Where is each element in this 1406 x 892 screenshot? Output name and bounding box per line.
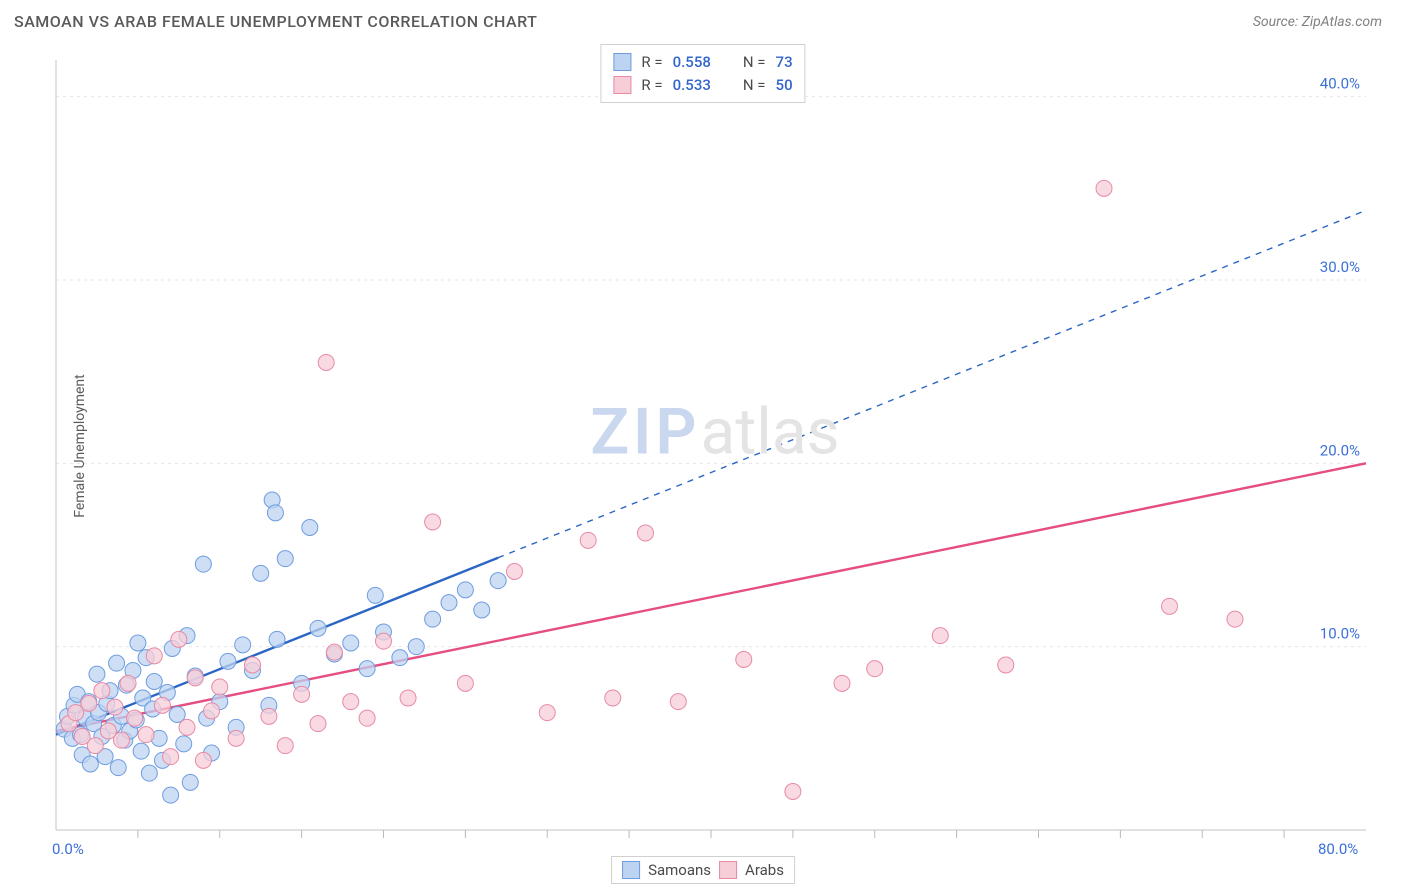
legend-label: Samoans — [648, 861, 711, 879]
legend-item: Arabs — [719, 861, 784, 879]
svg-text:10.0%: 10.0% — [1320, 625, 1360, 643]
swatch-samoans — [613, 53, 631, 71]
correlation-legend: R = 0.558 N = 73 R = 0.533 N = 50 — [600, 44, 805, 103]
svg-text:30.0%: 30.0% — [1320, 258, 1360, 276]
series-legend: Samoans Arabs — [611, 856, 795, 884]
chart-area: 10.0%20.0%30.0%40.0% ZIPatlas — [48, 44, 1382, 852]
x-axis-origin-label: 0.0% — [52, 840, 84, 858]
scatter-chart: 10.0% 20.0% 30.0% 40.0% — [48, 44, 1382, 852]
legend-item: Samoans — [622, 861, 711, 879]
svg-text:20.0%: 20.0% — [1320, 441, 1360, 459]
legend-label: Arabs — [745, 861, 784, 879]
source-label: Source: ZipAtlas.com — [1253, 14, 1382, 30]
x-axis-max-label: 80.0% — [1318, 840, 1358, 858]
swatch-icon — [719, 861, 737, 879]
legend-row-arabs: R = 0.533 N = 50 — [613, 74, 792, 97]
svg-text:40.0%: 40.0% — [1320, 75, 1360, 93]
legend-row-samoans: R = 0.558 N = 73 — [613, 51, 792, 74]
swatch-icon — [622, 861, 640, 879]
swatch-arabs — [613, 76, 631, 94]
chart-title: SAMOAN VS ARAB FEMALE UNEMPLOYMENT CORRE… — [14, 12, 537, 31]
